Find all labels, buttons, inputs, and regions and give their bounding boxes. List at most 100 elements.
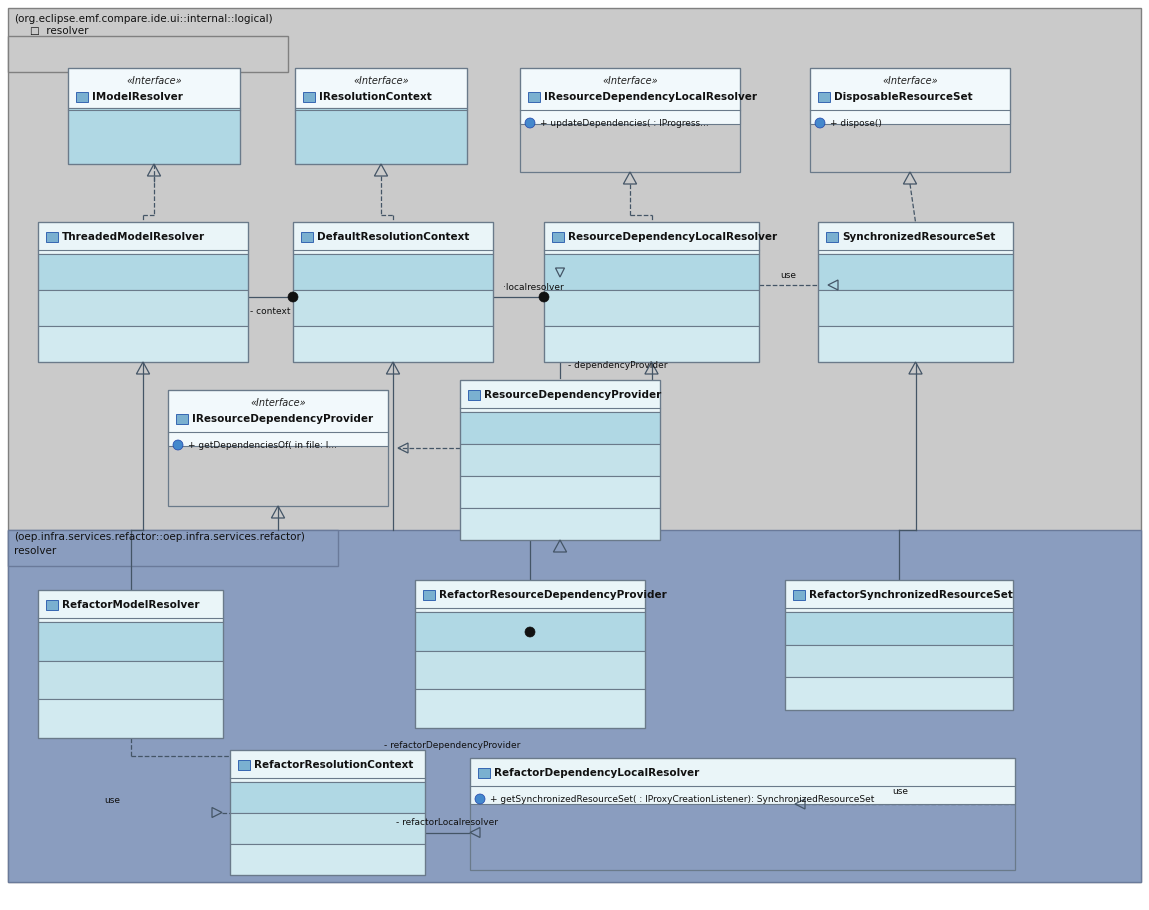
Bar xyxy=(543,254,759,290)
Bar xyxy=(230,782,425,813)
Text: - dependencyProvider: - dependencyProvider xyxy=(568,361,668,370)
Text: «Interface»: «Interface» xyxy=(882,76,938,86)
Bar xyxy=(68,108,240,164)
Bar xyxy=(818,326,1013,362)
Bar xyxy=(470,758,1015,870)
Text: IModelResolver: IModelResolver xyxy=(92,92,183,102)
Bar xyxy=(295,108,466,164)
Bar xyxy=(543,222,759,362)
Bar xyxy=(38,326,248,362)
Text: «Interface»: «Interface» xyxy=(353,76,409,86)
Bar xyxy=(543,290,759,326)
Text: SynchronizedResourceSet: SynchronizedResourceSet xyxy=(842,232,995,242)
Bar xyxy=(46,232,57,242)
Text: DefaultResolutionContext: DefaultResolutionContext xyxy=(317,232,470,242)
Bar xyxy=(38,622,223,661)
Bar xyxy=(818,254,1013,290)
Text: ·localresolver: ·localresolver xyxy=(503,282,564,291)
Bar xyxy=(303,92,315,102)
Bar xyxy=(38,254,248,290)
Bar xyxy=(460,444,660,476)
Text: IResolutionContext: IResolutionContext xyxy=(319,92,432,102)
Text: + getDependenciesOf( in file: I...: + getDependenciesOf( in file: I... xyxy=(188,440,337,450)
Bar xyxy=(238,760,250,770)
Bar xyxy=(38,222,248,254)
Circle shape xyxy=(475,794,485,804)
Bar xyxy=(785,644,1013,677)
Bar xyxy=(415,612,645,651)
Bar xyxy=(8,530,1141,882)
Bar xyxy=(168,390,388,446)
Bar xyxy=(810,68,1010,124)
Text: ResourceDependencyLocalResolver: ResourceDependencyLocalResolver xyxy=(568,232,777,242)
Bar xyxy=(810,68,1010,172)
Text: - context: - context xyxy=(250,307,291,316)
Bar xyxy=(826,232,838,242)
Bar xyxy=(38,590,223,738)
Text: RefactorResolutionContext: RefactorResolutionContext xyxy=(254,760,414,770)
Bar xyxy=(293,326,493,362)
Bar xyxy=(76,92,88,102)
Text: «Interface»: «Interface» xyxy=(602,76,658,86)
Bar xyxy=(46,600,57,610)
Bar xyxy=(68,68,240,164)
Bar xyxy=(415,690,645,728)
Text: + dispose(): + dispose() xyxy=(830,118,882,127)
Bar xyxy=(415,580,645,728)
Text: RefactorSynchronizedResourceSet: RefactorSynchronizedResourceSet xyxy=(809,590,1013,600)
Bar xyxy=(468,390,480,400)
Circle shape xyxy=(173,440,183,450)
Bar xyxy=(460,412,660,444)
Bar xyxy=(38,222,248,362)
Bar xyxy=(415,580,645,612)
Bar xyxy=(423,590,435,600)
Bar xyxy=(785,580,1013,710)
Bar xyxy=(460,508,660,540)
Bar xyxy=(460,380,660,540)
Bar xyxy=(293,290,493,326)
Bar xyxy=(785,612,1013,644)
Bar xyxy=(293,254,493,290)
Bar xyxy=(293,222,493,362)
Text: «Interface»: «Interface» xyxy=(250,398,306,408)
Text: use: use xyxy=(105,796,121,805)
Bar xyxy=(552,232,564,242)
Bar xyxy=(793,590,805,600)
Bar xyxy=(295,68,466,108)
Bar xyxy=(478,768,489,778)
Bar xyxy=(785,580,1013,612)
Text: RefactorDependencyLocalResolver: RefactorDependencyLocalResolver xyxy=(494,768,700,778)
Bar xyxy=(230,750,425,875)
Bar xyxy=(818,222,1013,362)
Bar xyxy=(543,326,759,362)
Text: RefactorResourceDependencyProvider: RefactorResourceDependencyProvider xyxy=(439,590,666,600)
Bar xyxy=(818,290,1013,326)
Bar xyxy=(230,844,425,875)
Bar xyxy=(230,750,425,782)
Bar xyxy=(543,222,759,254)
Bar xyxy=(230,813,425,844)
Bar xyxy=(295,68,466,164)
Bar xyxy=(785,677,1013,710)
Bar xyxy=(8,36,288,72)
Text: (org.eclipse.emf.compare.ide.ui::internal::logical): (org.eclipse.emf.compare.ide.ui::interna… xyxy=(14,14,272,24)
Bar xyxy=(8,530,338,566)
Text: ResourceDependencyProvider: ResourceDependencyProvider xyxy=(484,390,662,400)
Bar xyxy=(301,232,313,242)
Bar xyxy=(529,92,540,102)
Bar xyxy=(168,390,388,506)
Text: «Interface»: «Interface» xyxy=(126,76,182,86)
Circle shape xyxy=(288,292,298,302)
Bar xyxy=(460,476,660,508)
Circle shape xyxy=(525,118,535,128)
Text: resolver: resolver xyxy=(14,546,56,556)
Text: (oep.infra.services.refactor::oep.infra.services.refactor): (oep.infra.services.refactor::oep.infra.… xyxy=(14,532,304,542)
Bar xyxy=(520,68,740,172)
Text: + getSynchronizedResourceSet( : IProxyCreationListener): SynchronizedResourceSet: + getSynchronizedResourceSet( : IProxyCr… xyxy=(489,794,874,804)
Bar xyxy=(38,590,223,622)
Circle shape xyxy=(525,627,535,637)
Bar xyxy=(470,758,1015,804)
Text: DisposableResourceSet: DisposableResourceSet xyxy=(834,92,972,102)
Bar xyxy=(415,651,645,690)
Bar xyxy=(520,68,740,124)
